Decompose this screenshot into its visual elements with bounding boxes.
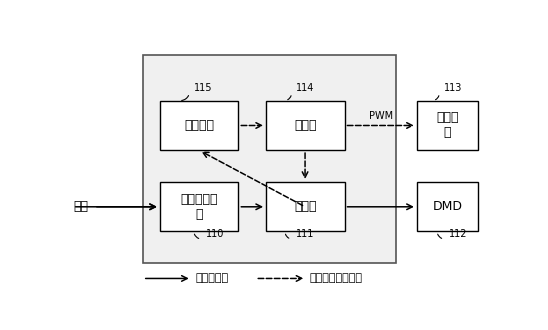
Text: 动态对比度数据流: 动态对比度数据流 (310, 274, 363, 283)
Text: 115: 115 (194, 83, 212, 93)
Bar (416, 101, 478, 150)
Text: 标准数据流: 标准数据流 (195, 274, 228, 283)
Text: 视频处理单
元: 视频处理单 元 (180, 193, 218, 221)
Text: PWM: PWM (369, 111, 393, 121)
Text: 驱动电
路: 驱动电 路 (436, 111, 459, 139)
Text: DMD: DMD (432, 200, 463, 213)
Text: 112: 112 (449, 229, 467, 239)
Text: 113: 113 (443, 83, 462, 93)
Bar (266, 101, 345, 150)
Text: 控制器: 控制器 (294, 119, 317, 132)
Text: 111: 111 (296, 229, 314, 239)
Text: 114: 114 (296, 83, 314, 93)
Text: 110: 110 (206, 229, 224, 239)
Bar (266, 182, 345, 231)
Text: 计算单元: 计算单元 (184, 119, 214, 132)
Text: 缓存器: 缓存器 (294, 200, 317, 213)
Bar (160, 101, 238, 150)
Text: 输入: 输入 (74, 200, 89, 213)
Bar (143, 55, 396, 263)
Bar (416, 182, 478, 231)
Bar (160, 182, 238, 231)
